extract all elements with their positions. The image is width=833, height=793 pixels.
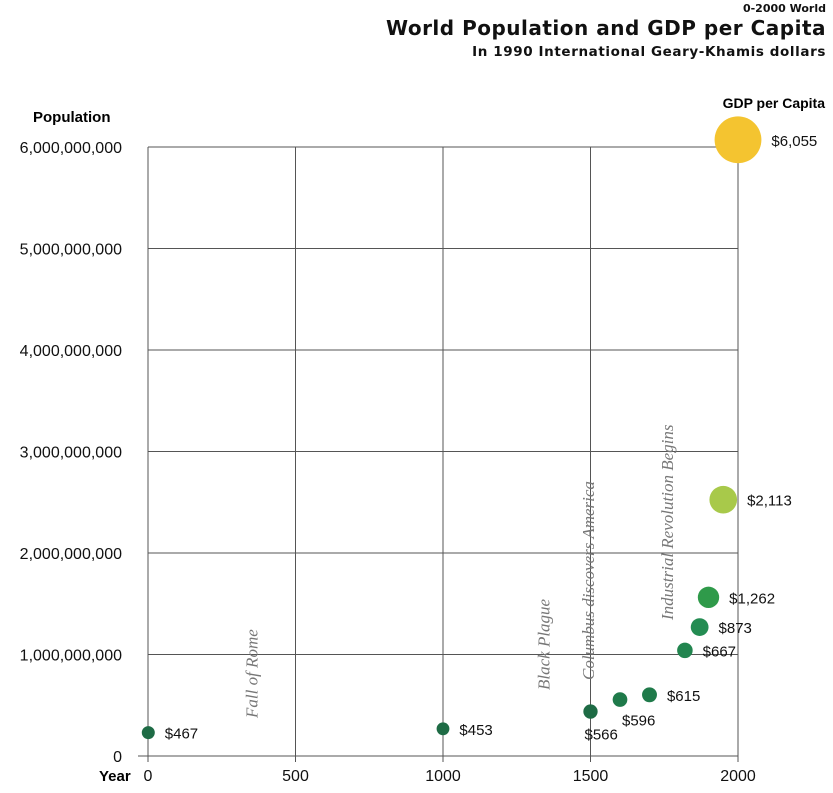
y-tick-label: 4,000,000,000	[20, 343, 122, 360]
chart-kicker: 0-2000 World	[743, 2, 826, 15]
annotation-label: Black Plague	[534, 598, 553, 690]
x-tick-label: 2000	[720, 768, 756, 785]
data-point	[583, 704, 598, 719]
annotation-label: Industrial Revolution Begins	[658, 424, 677, 621]
axis-ticks: 0 1,000,000,000 2,000,000,000 3,000,000,000…	[20, 140, 756, 785]
data-label: $873	[719, 620, 752, 637]
chart-title: World Population and GDP per Capita	[386, 16, 826, 40]
x-axis-label: Year	[99, 768, 131, 785]
x-tick-label: 1000	[425, 768, 461, 785]
data-label: $596	[622, 713, 655, 730]
x-tick-label: 1500	[573, 768, 609, 785]
data-point	[714, 116, 762, 164]
data-point	[697, 586, 720, 609]
data-label: $2,113	[747, 493, 792, 510]
annotations: Fall of Rome Black Plague Columbus discove…	[242, 424, 677, 719]
size-legend-label: GDP per Capita	[723, 95, 826, 111]
data-label: $453	[459, 722, 492, 739]
data-label: $467	[165, 726, 198, 743]
data-label: $667	[703, 643, 736, 660]
y-axis-label: Population	[33, 109, 111, 126]
y-tick-label: 6,000,000,000	[20, 140, 122, 157]
data-label: $615	[667, 688, 700, 705]
data-point	[690, 618, 709, 636]
data-point	[642, 687, 657, 703]
data-point	[677, 642, 693, 659]
data-points: $467 $453 $566$596 $615 $667 $873 $1,262 $2,113…	[141, 116, 817, 744]
data-point	[436, 722, 450, 736]
y-tick-label: 5,000,000,000	[20, 242, 122, 259]
data-point	[709, 485, 738, 514]
y-tick-label: 0	[113, 749, 122, 766]
x-tick-label: 500	[282, 768, 309, 785]
data-label: $6,055	[771, 133, 817, 150]
grid	[138, 146, 739, 762]
chart-subtitle: In 1990 International Geary-Khamis dolla…	[472, 44, 826, 60]
y-tick-label: 2,000,000,000	[20, 546, 122, 563]
annotation-label: Fall of Rome	[242, 629, 261, 719]
data-label: $566	[585, 727, 618, 744]
annotation-label: Columbus discovers America	[579, 481, 598, 680]
data-label: $1,262	[729, 590, 775, 607]
y-tick-label: 3,000,000,000	[20, 445, 122, 462]
x-tick-label: 0	[144, 768, 153, 785]
data-point	[612, 692, 628, 707]
data-point	[141, 726, 155, 740]
y-tick-label: 1,000,000,000	[20, 648, 122, 665]
